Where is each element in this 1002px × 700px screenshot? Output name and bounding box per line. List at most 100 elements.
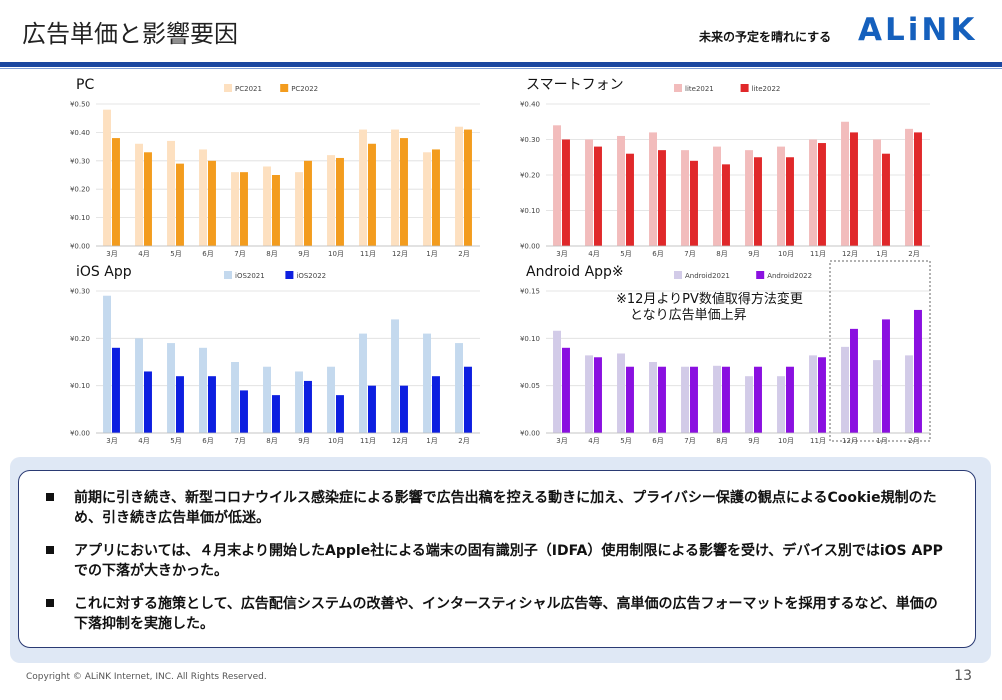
bar-iOS2021 <box>167 343 175 433</box>
bar-PC2021 <box>231 172 239 246</box>
x-tick-label: 8月 <box>716 437 727 445</box>
bar-Android2022 <box>626 366 634 433</box>
bar-lite2021 <box>681 150 689 246</box>
chart-title: スマートフォン <box>526 77 624 93</box>
bar-iOS2022 <box>368 385 376 433</box>
y-tick-label: ¥0.05 <box>520 382 540 390</box>
bar-lite2021 <box>841 121 849 246</box>
chart-title: PC <box>76 77 94 93</box>
pc-chart: PC PC2021 PC2022 ¥0.00 ¥0.10 ¥0.20 ¥0.30 ¥0.40 ¥… <box>48 72 488 258</box>
legend-swatch <box>224 271 232 279</box>
bar-PC2021 <box>167 140 175 246</box>
y-tick-label: ¥0.40 <box>70 129 90 137</box>
y-tick-label: ¥0.10 <box>70 214 90 222</box>
bar-PC2022 <box>464 129 472 246</box>
y-tick-label: ¥0.30 <box>520 136 540 144</box>
x-tick-label: 2月 <box>908 437 919 445</box>
bar-Android2022 <box>658 366 666 433</box>
bar-iOS2021 <box>391 319 399 433</box>
x-tick-label: 6月 <box>202 250 213 258</box>
bar-iOS2021 <box>327 366 335 433</box>
x-tick-label: 10月 <box>328 437 344 445</box>
bar-PC2022 <box>112 138 120 246</box>
x-tick-label: 3月 <box>556 250 567 258</box>
bar-Android2021 <box>553 330 561 433</box>
x-tick-label: 3月 <box>106 437 117 445</box>
x-tick-label: 3月 <box>106 250 117 258</box>
bar-lite2022 <box>690 160 698 246</box>
legend-label: lite2021 <box>685 85 714 93</box>
bar-lite2022 <box>850 132 858 246</box>
x-tick-label: 3月 <box>556 437 567 445</box>
legend-swatch <box>224 84 232 92</box>
bar-lite2021 <box>713 146 721 246</box>
bar-lite2022 <box>722 164 730 246</box>
bar-Android2021 <box>713 365 721 433</box>
bar-lite2021 <box>777 146 785 246</box>
header-divider-thin <box>0 68 1002 69</box>
x-tick-label: 12月 <box>842 437 858 445</box>
annotation-line-1: ※12月よりPV数値取得方法変更 <box>616 292 803 307</box>
bar-Android2021 <box>777 376 785 433</box>
x-tick-label: 2月 <box>908 250 919 258</box>
bar-iOS2021 <box>103 295 111 433</box>
bar-PC2022 <box>240 172 248 246</box>
legend-label: iOS2021 <box>235 272 265 280</box>
y-tick-label: ¥0.30 <box>70 288 90 296</box>
x-tick-label: 12月 <box>392 250 408 258</box>
legend-label: iOS2022 <box>296 272 326 280</box>
note-text: アプリにおいては、４月末より開始したApple社による端末の固有識別子（IDFA… <box>74 543 943 579</box>
bar-lite2022 <box>882 153 890 246</box>
notes-panel <box>18 470 976 648</box>
header-divider <box>0 62 1002 67</box>
note-item: アプリにおいては、４月末より開始したApple社による端末の固有識別子（IDFA… <box>46 541 946 581</box>
bullet-square-icon <box>46 599 54 607</box>
bar-iOS2022 <box>112 347 120 433</box>
bar-Android2022 <box>722 366 730 433</box>
bar-lite2021 <box>649 132 657 246</box>
bar-lite2021 <box>905 128 913 246</box>
legend-swatch <box>674 271 682 279</box>
bar-iOS2022 <box>400 385 408 433</box>
bar-PC2021 <box>295 172 303 246</box>
bar-PC2021 <box>455 126 463 246</box>
x-tick-label: 6月 <box>652 437 663 445</box>
y-tick-label: ¥0.00 <box>70 243 90 251</box>
bar-lite2022 <box>914 132 922 246</box>
y-tick-label: ¥0.20 <box>70 186 90 194</box>
bar-lite2021 <box>585 139 593 246</box>
bar-lite2021 <box>553 125 561 246</box>
bar-lite2022 <box>818 143 826 246</box>
ios-app-chart: iOS App iOS2021 iOS2022 ¥0.00 ¥0.10 ¥0.20 ¥0.3… <box>48 259 488 445</box>
notes-list: 前期に引き続き、新型コロナウイルス感染症による影響で広告出稿を控える動きに加え、… <box>46 488 946 647</box>
bar-iOS2022 <box>336 395 344 433</box>
y-tick-label: ¥0.15 <box>520 288 540 296</box>
bar-lite2021 <box>809 139 817 246</box>
x-tick-label: 9月 <box>748 437 759 445</box>
bar-iOS2021 <box>263 366 271 433</box>
bar-iOS2022 <box>176 376 184 433</box>
bar-iOS2022 <box>304 380 312 433</box>
bar-PC2022 <box>336 157 344 246</box>
bar-iOS2021 <box>423 333 431 433</box>
y-tick-label: ¥0.20 <box>520 172 540 180</box>
x-tick-label: 2月 <box>458 437 469 445</box>
bar-iOS2021 <box>455 343 463 433</box>
x-tick-label: 9月 <box>748 250 759 258</box>
x-tick-label: 11月 <box>810 250 826 258</box>
x-tick-label: 7月 <box>684 250 695 258</box>
x-tick-label: 11月 <box>810 437 826 445</box>
alink-logo: ALiNK <box>858 12 978 48</box>
bar-lite2022 <box>626 153 634 246</box>
legend-swatch <box>740 84 749 92</box>
bar-lite2022 <box>562 139 570 246</box>
x-tick-label: 8月 <box>716 250 727 258</box>
y-tick-label: ¥0.00 <box>520 430 540 438</box>
x-tick-label: 7月 <box>234 250 245 258</box>
y-tick-label: ¥0.00 <box>520 243 540 251</box>
note-item: 前期に引き続き、新型コロナウイルス感染症による影響で広告出稿を控える動きに加え、… <box>46 488 946 528</box>
bar-PC2021 <box>359 129 367 246</box>
bar-Android2022 <box>786 366 794 433</box>
x-tick-label: 4月 <box>138 437 149 445</box>
bar-iOS2022 <box>272 395 280 433</box>
